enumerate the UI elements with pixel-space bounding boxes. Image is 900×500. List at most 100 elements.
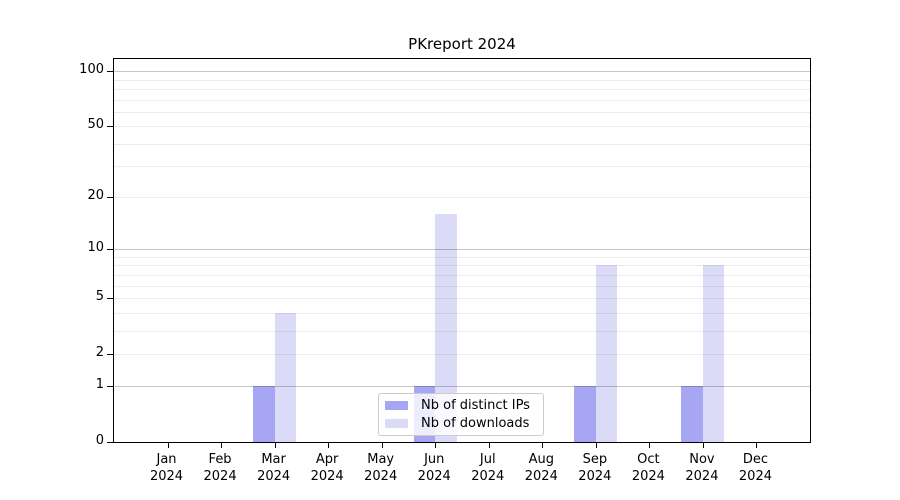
y-tick-label-20: 20 — [87, 188, 104, 204]
x-tick-dec — [756, 443, 758, 448]
y-tick-label-10: 10 — [87, 240, 104, 256]
legend: Nb of distinct IPs Nb of downloads — [378, 393, 544, 436]
grid-layer — [114, 59, 810, 442]
y-tick-5 — [107, 298, 113, 300]
x-tick-may — [381, 443, 383, 448]
x-tick-year: 2024 — [257, 468, 291, 484]
chart-title: PKreport 2024 — [408, 35, 516, 53]
legend-label-downloads: Nb of downloads — [421, 416, 530, 432]
gridline-minor-y90 — [114, 79, 810, 81]
y-tick-20 — [107, 197, 113, 199]
gridline-minor-y4 — [114, 312, 810, 314]
x-tick-year: 2024 — [364, 468, 398, 484]
bar-mar-ips — [253, 386, 275, 442]
gridline-major-y100 — [114, 71, 810, 73]
bar-nov-downloads — [702, 265, 725, 442]
x-tick-month: Feb — [208, 452, 232, 467]
legend-swatch-downloads-icon — [385, 419, 408, 429]
gridline-minor-y80 — [114, 88, 810, 90]
x-tick-feb — [221, 443, 223, 448]
gridline-major-y10 — [114, 249, 810, 251]
bar-sep-ips — [574, 386, 596, 442]
x-tick-year: 2024 — [578, 468, 612, 484]
x-tick-jul — [488, 443, 490, 448]
x-tick-label-apr: Apr 2024 — [295, 452, 359, 485]
gridline-minor-y5 — [114, 298, 810, 300]
x-tick-label-feb: Feb 2024 — [188, 452, 252, 485]
x-tick-year: 2024 — [310, 468, 344, 484]
x-tick-sep — [595, 443, 597, 448]
y-tick-label-5: 5 — [95, 289, 104, 305]
x-tick-month: Jan — [156, 452, 177, 467]
x-tick-aug — [542, 443, 544, 448]
x-tick-year: 2024 — [524, 468, 558, 484]
x-tick-oct — [649, 443, 651, 448]
gridline-minor-y3 — [114, 330, 810, 332]
y-tick-0 — [107, 442, 113, 443]
x-tick-label-dec: Dec 2024 — [723, 452, 787, 485]
y-tick-label-0: 0 — [95, 433, 104, 448]
bar-sep-downloads — [595, 265, 618, 442]
x-tick-month: Mar — [261, 452, 286, 467]
x-tick-label-oct: Oct 2024 — [616, 452, 680, 485]
x-tick-year: 2024 — [203, 468, 237, 484]
gridline-minor-y9 — [114, 257, 810, 258]
x-tick-label-sep: Sep 2024 — [563, 452, 627, 485]
x-tick-year: 2024 — [738, 468, 772, 484]
x-tick-apr — [328, 443, 330, 448]
x-tick-month: Aug — [528, 452, 554, 467]
x-tick-label-mar: Mar 2024 — [242, 452, 306, 485]
y-tick-2 — [107, 353, 113, 355]
legend-item-distinct-ips: Nb of distinct IPs — [385, 397, 543, 414]
y-tick-label-1: 1 — [95, 377, 104, 393]
y-tick-label-2: 2 — [95, 344, 104, 360]
gridline-minor-y70 — [114, 99, 810, 101]
x-tick-month: Oct — [637, 452, 660, 467]
gridline-minor-y40 — [114, 143, 810, 145]
x-tick-month: Apr — [315, 452, 339, 467]
x-tick-year: 2024 — [471, 468, 505, 484]
gridline-minor-y50 — [114, 126, 810, 128]
x-tick-label-jan: Jan 2024 — [135, 452, 199, 485]
x-tick-label-may: May 2024 — [349, 452, 413, 485]
gridline-minor-y7 — [114, 274, 810, 276]
gridline-minor-y8 — [114, 265, 810, 267]
x-tick-month: Sep — [582, 452, 608, 467]
y-tick-label-100: 100 — [79, 62, 104, 78]
x-tick-jan — [167, 443, 169, 448]
y-tick-50 — [107, 126, 113, 128]
x-tick-month: Jun — [424, 452, 445, 467]
x-tick-label-aug: Aug 2024 — [509, 452, 573, 485]
gridline-major-y1 — [114, 386, 810, 388]
gridline-minor-y2 — [114, 353, 810, 355]
bar-nov-ips — [681, 386, 703, 442]
x-tick-year: 2024 — [631, 468, 665, 484]
x-tick-year: 2024 — [149, 468, 184, 484]
gridline-minor-y20 — [114, 197, 810, 199]
x-tick-mar — [274, 443, 276, 448]
x-tick-month: Nov — [689, 452, 715, 467]
y-tick-100 — [107, 71, 113, 73]
ticks-layer — [107, 59, 810, 448]
y-tick-10 — [107, 249, 113, 251]
legend-swatch-distinct-ips-icon — [385, 400, 408, 410]
x-tick-label-jun: Jun 2024 — [402, 452, 466, 485]
plot-area — [107, 58, 811, 448]
x-tick-label-nov: Nov 2024 — [670, 452, 734, 485]
x-tick-nov — [702, 443, 704, 448]
x-tick-year: 2024 — [685, 468, 719, 484]
x-tick-label-jul: Jul 2024 — [456, 452, 520, 485]
x-tick-month: Dec — [742, 452, 769, 467]
bars-layer — [114, 59, 810, 442]
gridline-minor-y60 — [114, 111, 810, 113]
bar-jun-downloads — [435, 214, 457, 442]
x-tick-month: Jul — [479, 452, 496, 467]
legend-item-downloads: Nb of downloads — [385, 415, 543, 432]
x-tick-jun — [435, 443, 437, 448]
legend-label-distinct-ips: Nb of distinct IPs — [421, 397, 530, 413]
y-tick-1 — [107, 386, 113, 388]
x-tick-month: May — [367, 452, 395, 467]
gridline-minor-y30 — [114, 166, 810, 168]
bar-mar-downloads — [274, 312, 297, 442]
